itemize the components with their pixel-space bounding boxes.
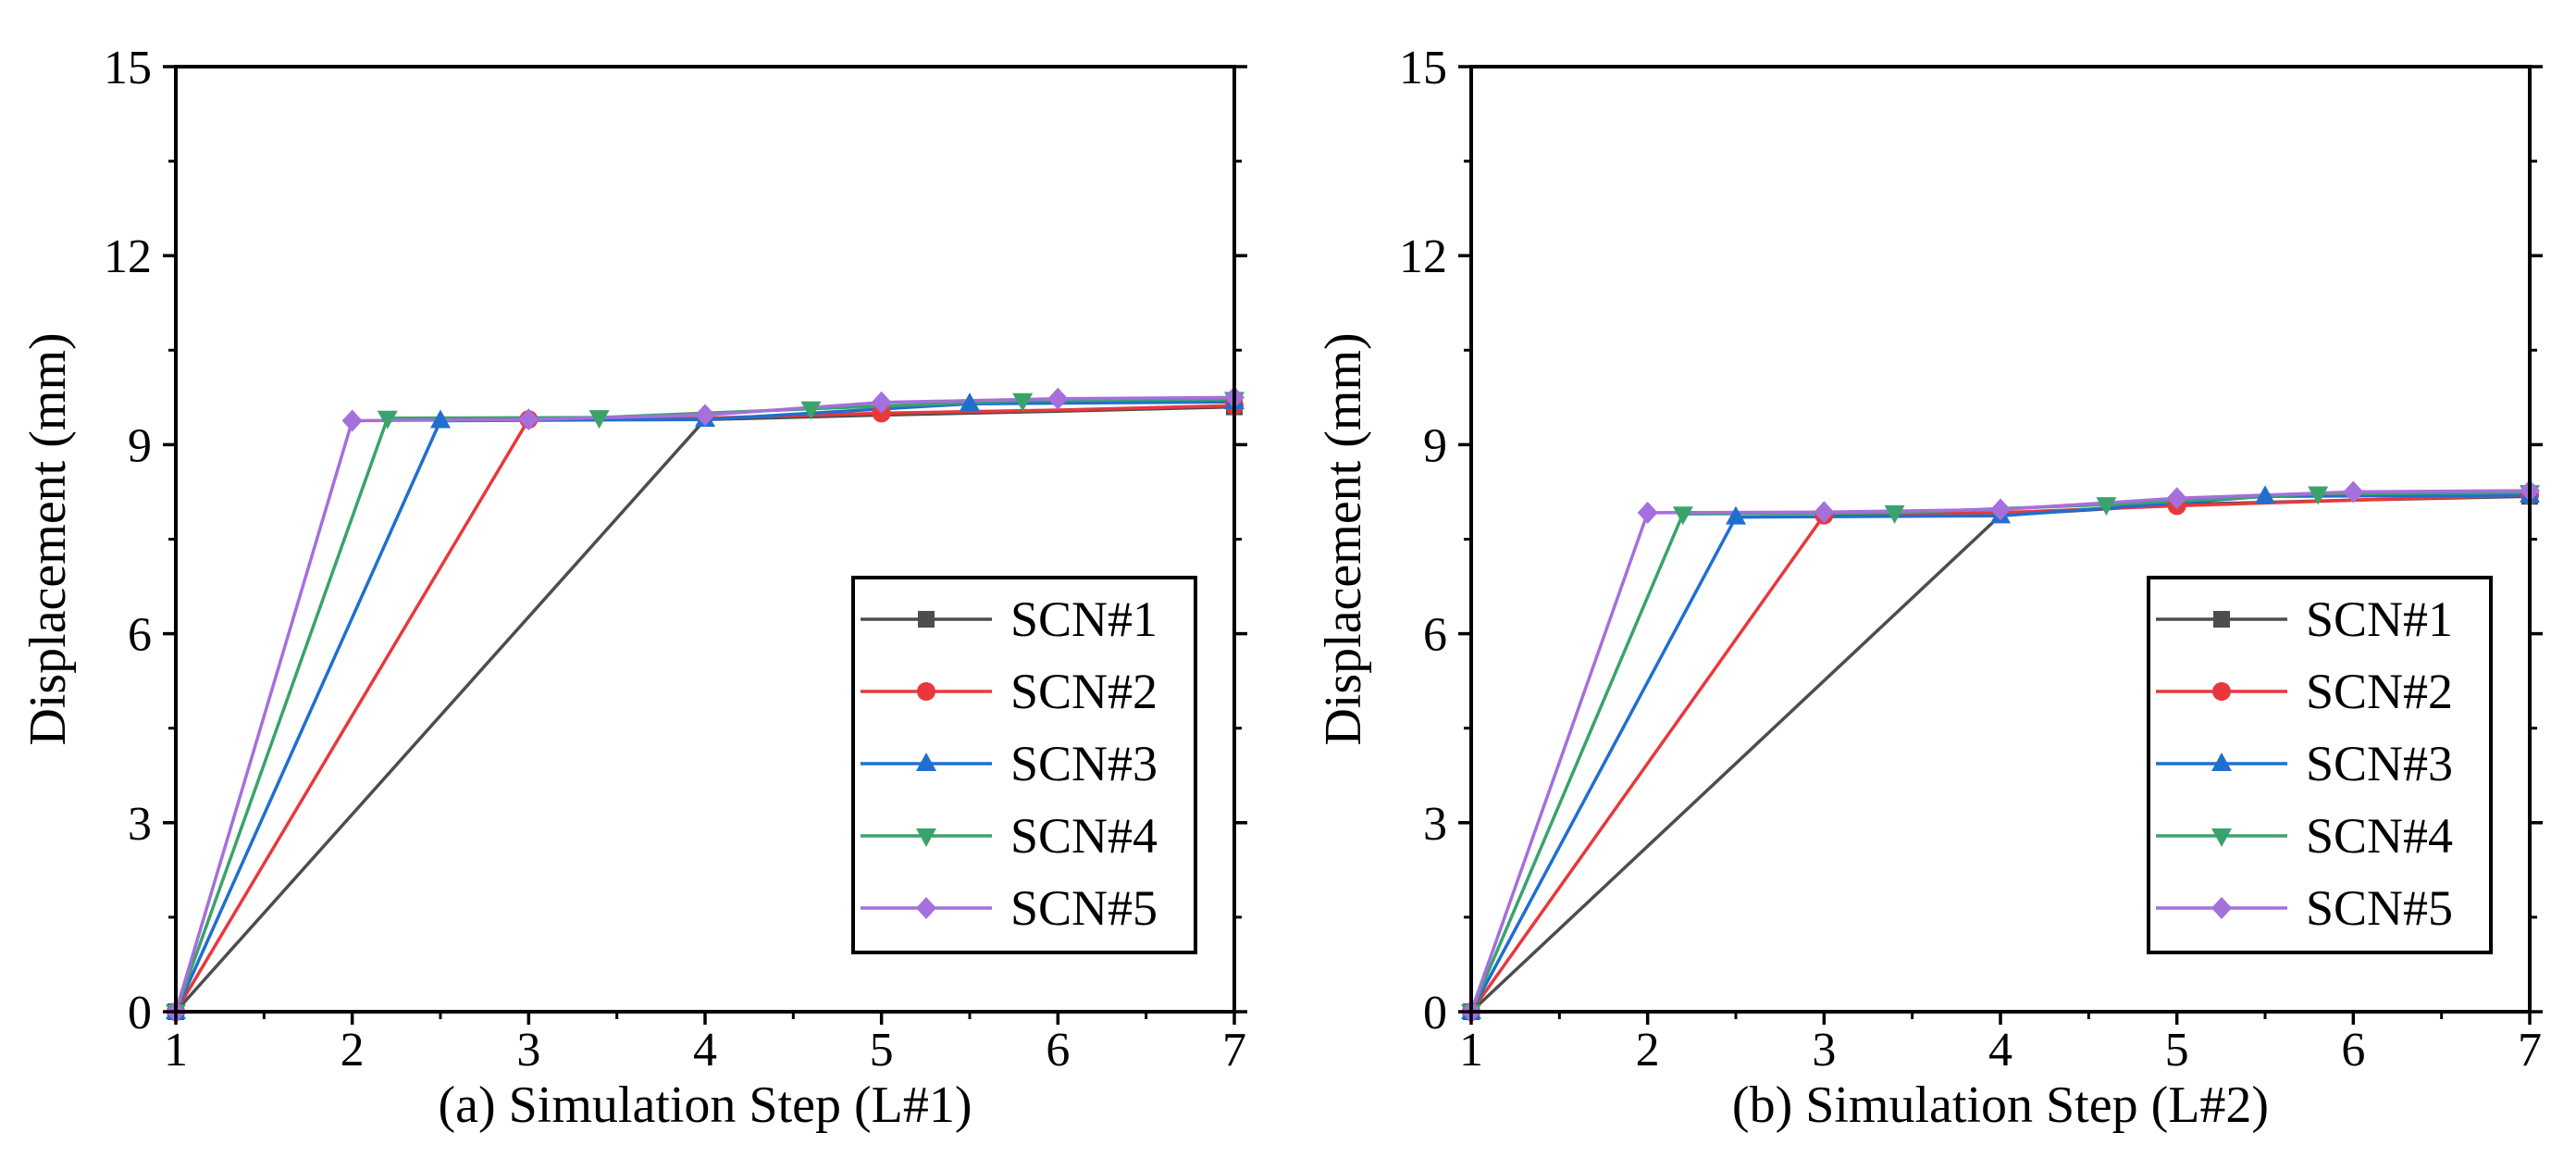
legend-label-scn1: SCN#1: [2306, 591, 2453, 647]
data-point-scn3-3: [2255, 485, 2275, 504]
data-point-scn4-2: [588, 410, 610, 429]
x-tick-label: 3: [516, 1024, 540, 1077]
legend-label-scn5: SCN#5: [1010, 880, 1158, 936]
data-point-scn5-3: [1990, 498, 2011, 521]
y-tick-label: 15: [104, 42, 152, 94]
legend-marker-scn3: [2211, 753, 2232, 771]
legend-marker-scn2: [917, 682, 935, 701]
legend: SCN#1 SCN#2 SCN#3 SCN#4 SCN#5: [851, 576, 1197, 954]
legend-label-scn3: SCN#3: [1010, 736, 1158, 791]
legend-marker-scn5: [916, 897, 936, 919]
data-point-scn4-1: [377, 410, 398, 429]
legend-marker-scn2: [2212, 682, 2231, 701]
data-point-scn3-1: [1726, 505, 1746, 525]
data-point-scn5-2: [1814, 501, 1835, 524]
legend-marker-scn1: [2213, 611, 2230, 628]
x-tick-label: 4: [1988, 1024, 2012, 1077]
data-point-scn5-5: [1047, 387, 1069, 410]
y-tick-label: 9: [1423, 419, 1447, 472]
y-tick-label: 0: [1423, 987, 1447, 1039]
legend-marker-scn4: [916, 828, 936, 847]
x-tick-label: 1: [1459, 1024, 1483, 1077]
x-tick-label: 4: [693, 1024, 717, 1077]
x-axis-label: (b) Simulation Step (L#2): [1732, 1077, 2269, 1134]
data-point-scn5-4: [2166, 487, 2187, 510]
y-axis-label: Displacement (mm): [19, 332, 77, 745]
x-tick-label: 5: [2165, 1024, 2189, 1077]
legend-marker-scn5: [2211, 897, 2232, 919]
data-point-scn5-3: [695, 404, 715, 427]
legend-label-scn4: SCN#4: [2306, 808, 2453, 864]
data-point-scn4-4: [2308, 486, 2329, 505]
y-tick-label: 6: [1423, 609, 1447, 662]
legend-label-scn2: SCN#2: [2306, 664, 2453, 719]
y-tick-label: 15: [1399, 42, 1447, 94]
y-tick-label: 3: [1423, 798, 1447, 851]
y-tick-label: 12: [1399, 230, 1447, 283]
data-point-scn5-1: [341, 409, 363, 432]
y-tick-label: 0: [128, 987, 152, 1039]
legend-label-scn5: SCN#5: [2306, 880, 2453, 936]
data-point-scn5-4: [871, 391, 892, 414]
data-point-scn5-1: [1637, 501, 1658, 524]
legend-marker-scn1: [918, 611, 935, 628]
x-tick-label: 2: [1636, 1024, 1660, 1077]
y-tick-label: 12: [104, 230, 152, 283]
data-point-scn3-3: [960, 392, 980, 412]
x-tick-label: 7: [2518, 1024, 2542, 1077]
x-tick-label: 7: [1222, 1024, 1246, 1077]
data-point-scn4-4: [1012, 392, 1034, 412]
data-point-scn4-3: [2096, 497, 2117, 517]
x-tick-label: 6: [2341, 1024, 2365, 1077]
x-axis-label: (a) Simulation Step (L#1): [438, 1077, 972, 1134]
data-point-scn5-2: [518, 408, 539, 431]
y-axis-label: Displacement (mm): [1315, 332, 1372, 745]
x-tick-label: 3: [1812, 1024, 1836, 1077]
legend-marker-scn4: [2211, 828, 2232, 847]
legend-label-scn1: SCN#1: [1010, 591, 1158, 647]
data-point-scn4-1: [1672, 506, 1693, 526]
x-tick-label: 1: [164, 1024, 188, 1077]
legend: SCN#1 SCN#2 SCN#3 SCN#4 SCN#5: [2147, 576, 2493, 954]
x-tick-label: 6: [1046, 1024, 1070, 1077]
legend-label-scn3: SCN#3: [2306, 736, 2453, 791]
y-tick-label: 6: [128, 609, 152, 662]
data-point-scn3-1: [430, 409, 451, 429]
x-tick-label: 2: [341, 1024, 365, 1077]
legend-marker-scn3: [916, 753, 936, 771]
legend-label-scn4: SCN#4: [1010, 808, 1158, 864]
y-tick-label: 3: [128, 798, 152, 851]
data-point-scn4-3: [800, 401, 822, 420]
legend-label-scn2: SCN#2: [1010, 664, 1158, 719]
y-tick-label: 9: [128, 419, 152, 472]
data-point-scn4-2: [1884, 504, 1905, 524]
data-point-scn5-5: [2343, 480, 2364, 504]
x-tick-label: 5: [870, 1024, 894, 1077]
